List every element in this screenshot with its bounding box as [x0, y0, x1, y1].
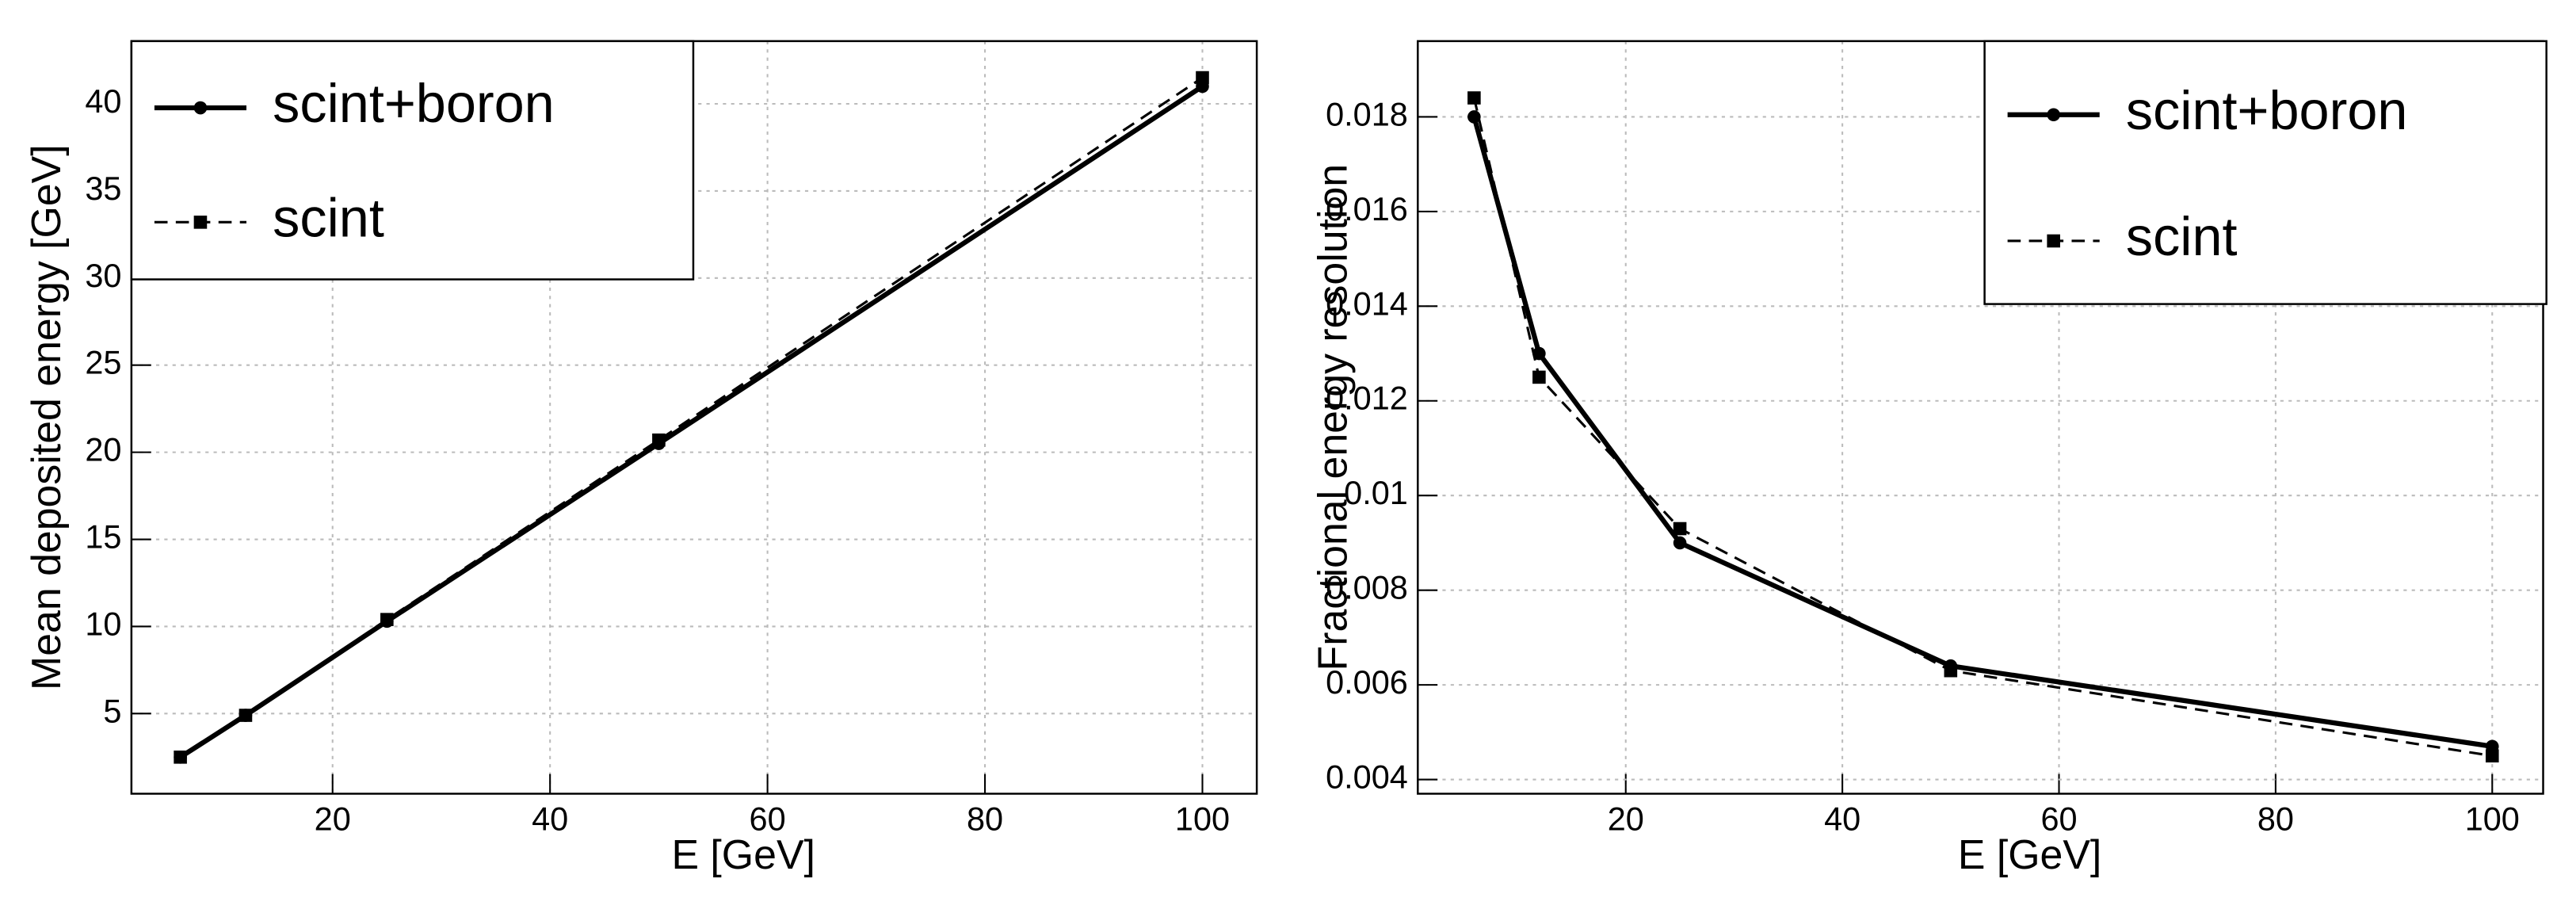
marker: [652, 433, 666, 447]
y-tick-label: 5: [103, 692, 121, 729]
x-tick-label: 40: [1824, 800, 1860, 838]
legend-marker: [193, 216, 208, 229]
legend-marker: [193, 101, 208, 115]
series-line: [179, 76, 1204, 758]
x-tick-label: 20: [315, 800, 351, 838]
y-tick-label: 0.014: [1326, 285, 1408, 322]
y-tick-label: 30: [85, 257, 121, 294]
marker: [380, 613, 394, 626]
x-tick-label: 80: [2257, 800, 2294, 838]
x-tick-label: 40: [532, 800, 568, 838]
legend-box: [130, 40, 695, 281]
marker: [1467, 91, 1481, 105]
x-tick-label: 100: [1175, 800, 1230, 838]
x-tick-label: 100: [2465, 800, 2520, 838]
marker: [174, 751, 187, 764]
y-tick-label: 0.008: [1326, 569, 1408, 606]
y-tick-label: 10: [85, 605, 121, 642]
y-tick-label: 40: [85, 82, 121, 120]
x-axis-title: E [GeV]: [671, 831, 815, 877]
y-tick-label: 20: [85, 431, 121, 468]
marker: [1532, 370, 1546, 384]
x-tick-label: 80: [967, 800, 1003, 838]
y-tick-label: 15: [85, 518, 121, 555]
marker: [1673, 522, 1687, 536]
marker: [1673, 536, 1687, 550]
y-axis-title: Mean deposited energy [GeV]: [23, 144, 69, 690]
plot-frame: [1417, 40, 2544, 795]
x-axis-title: E [GeV]: [1958, 831, 2101, 877]
y-tick-label: 0.01: [1344, 474, 1408, 511]
legend-marker: [2047, 108, 2060, 122]
marker: [2485, 749, 2499, 762]
legend-label: scint: [2126, 207, 2238, 267]
y-tick-label: 0.012: [1326, 380, 1408, 417]
y-tick-label: 0.018: [1326, 95, 1408, 132]
legend-marker: [2047, 234, 2060, 248]
x-tick-label: 60: [750, 800, 786, 838]
x-tick-label: 60: [2040, 800, 2077, 838]
marker: [1532, 346, 1546, 361]
legend-box: [1983, 40, 2547, 305]
marker: [1196, 71, 1209, 85]
y-tick-label: 25: [85, 344, 121, 381]
marker: [239, 709, 253, 722]
y-tick-label: 0.006: [1326, 663, 1408, 701]
y-tick-label: 0.016: [1326, 190, 1408, 227]
marker: [1944, 663, 1958, 678]
legend-label: scint+boron: [2126, 81, 2408, 141]
legend-label: scint: [273, 188, 384, 248]
legend-label: scint+boron: [273, 74, 555, 134]
marker: [1467, 110, 1481, 124]
x-tick-label: 20: [1608, 800, 1644, 838]
y-tick-label: 0.004: [1326, 758, 1408, 795]
y-axis-title: Fractional energy resolution: [1309, 164, 1355, 671]
y-tick-label: 35: [85, 170, 121, 207]
